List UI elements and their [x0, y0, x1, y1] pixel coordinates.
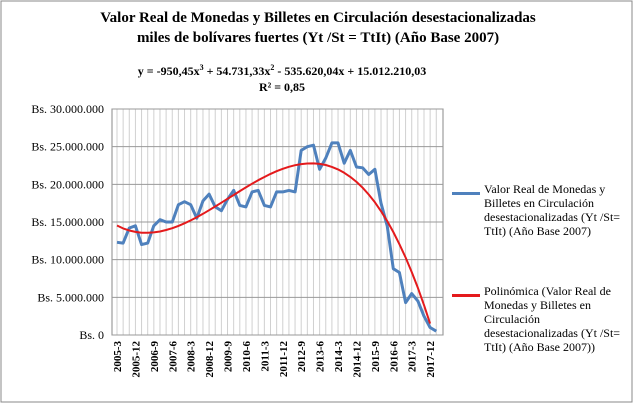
chart-title: miles de bolívares fuertes (Yt /St = TtI… [137, 30, 499, 46]
y-tick-label: Bs. 25.000.000 [31, 140, 104, 154]
x-tick-label: 2017-3 [407, 341, 419, 373]
series-line [116, 162, 432, 324]
equation-part: 3 [200, 63, 204, 72]
equation-part: y = -950,45x [138, 64, 200, 78]
y-tick-label: Bs. 10.000.000 [31, 253, 104, 267]
x-tick-label: 2014-3 [333, 341, 345, 373]
x-tick-label: 2012-9 [296, 341, 308, 373]
x-tick-label: 2013-6 [315, 341, 327, 373]
equation: y = -950,45x3 + 54.731,33x2 - 535.620,04… [138, 63, 427, 78]
x-tick-label: 2007-6 [167, 341, 179, 373]
equation-part: - 535.620,04x + 15.012.210,03 [274, 64, 426, 78]
y-tick-label: Bs. 20.000.000 [31, 177, 104, 191]
y-tick-label: Bs. 5.000.000 [37, 290, 104, 304]
x-tick-label: 2005-12 [130, 341, 142, 378]
x-tick-label: 2009-9 [223, 341, 235, 373]
chart-title: Valor Real de Monedas y Billetes en Circ… [100, 10, 536, 26]
x-tick-label: 2008-3 [186, 341, 198, 373]
legend-label: Polinómica (Valor Real de Monedas y Bill… [484, 284, 621, 354]
legend-key [452, 294, 480, 297]
x-tick-label: 2014-12 [351, 341, 363, 378]
x-tick-label: 2016-6 [388, 341, 400, 373]
x-tick-label: 2011-12 [278, 341, 290, 378]
legend-key [452, 192, 480, 195]
r-squared: R² = 0,85 [259, 80, 305, 94]
x-tick-label: 2015-9 [370, 341, 382, 373]
equation-part: + 54.731,33x [204, 64, 271, 78]
x-tick-label: 2010-6 [241, 341, 253, 373]
series-line [116, 141, 438, 333]
equation-part: 2 [270, 63, 274, 72]
x-tick-label: 2008-12 [204, 341, 216, 378]
legend-label: Valor Real de Monedas y Billetes en Circ… [484, 182, 621, 238]
y-tick-label: Bs. 30.000.000 [31, 102, 104, 116]
x-tick-label: 2011-3 [259, 341, 271, 372]
y-tick-label: Bs. 15.000.000 [31, 215, 104, 229]
x-tick-label: 2017-12 [425, 341, 437, 378]
y-tick-label: Bs. 0 [79, 328, 104, 342]
x-tick-label: 2005-3 [112, 341, 124, 373]
x-tick-label: 2006-9 [149, 341, 161, 373]
